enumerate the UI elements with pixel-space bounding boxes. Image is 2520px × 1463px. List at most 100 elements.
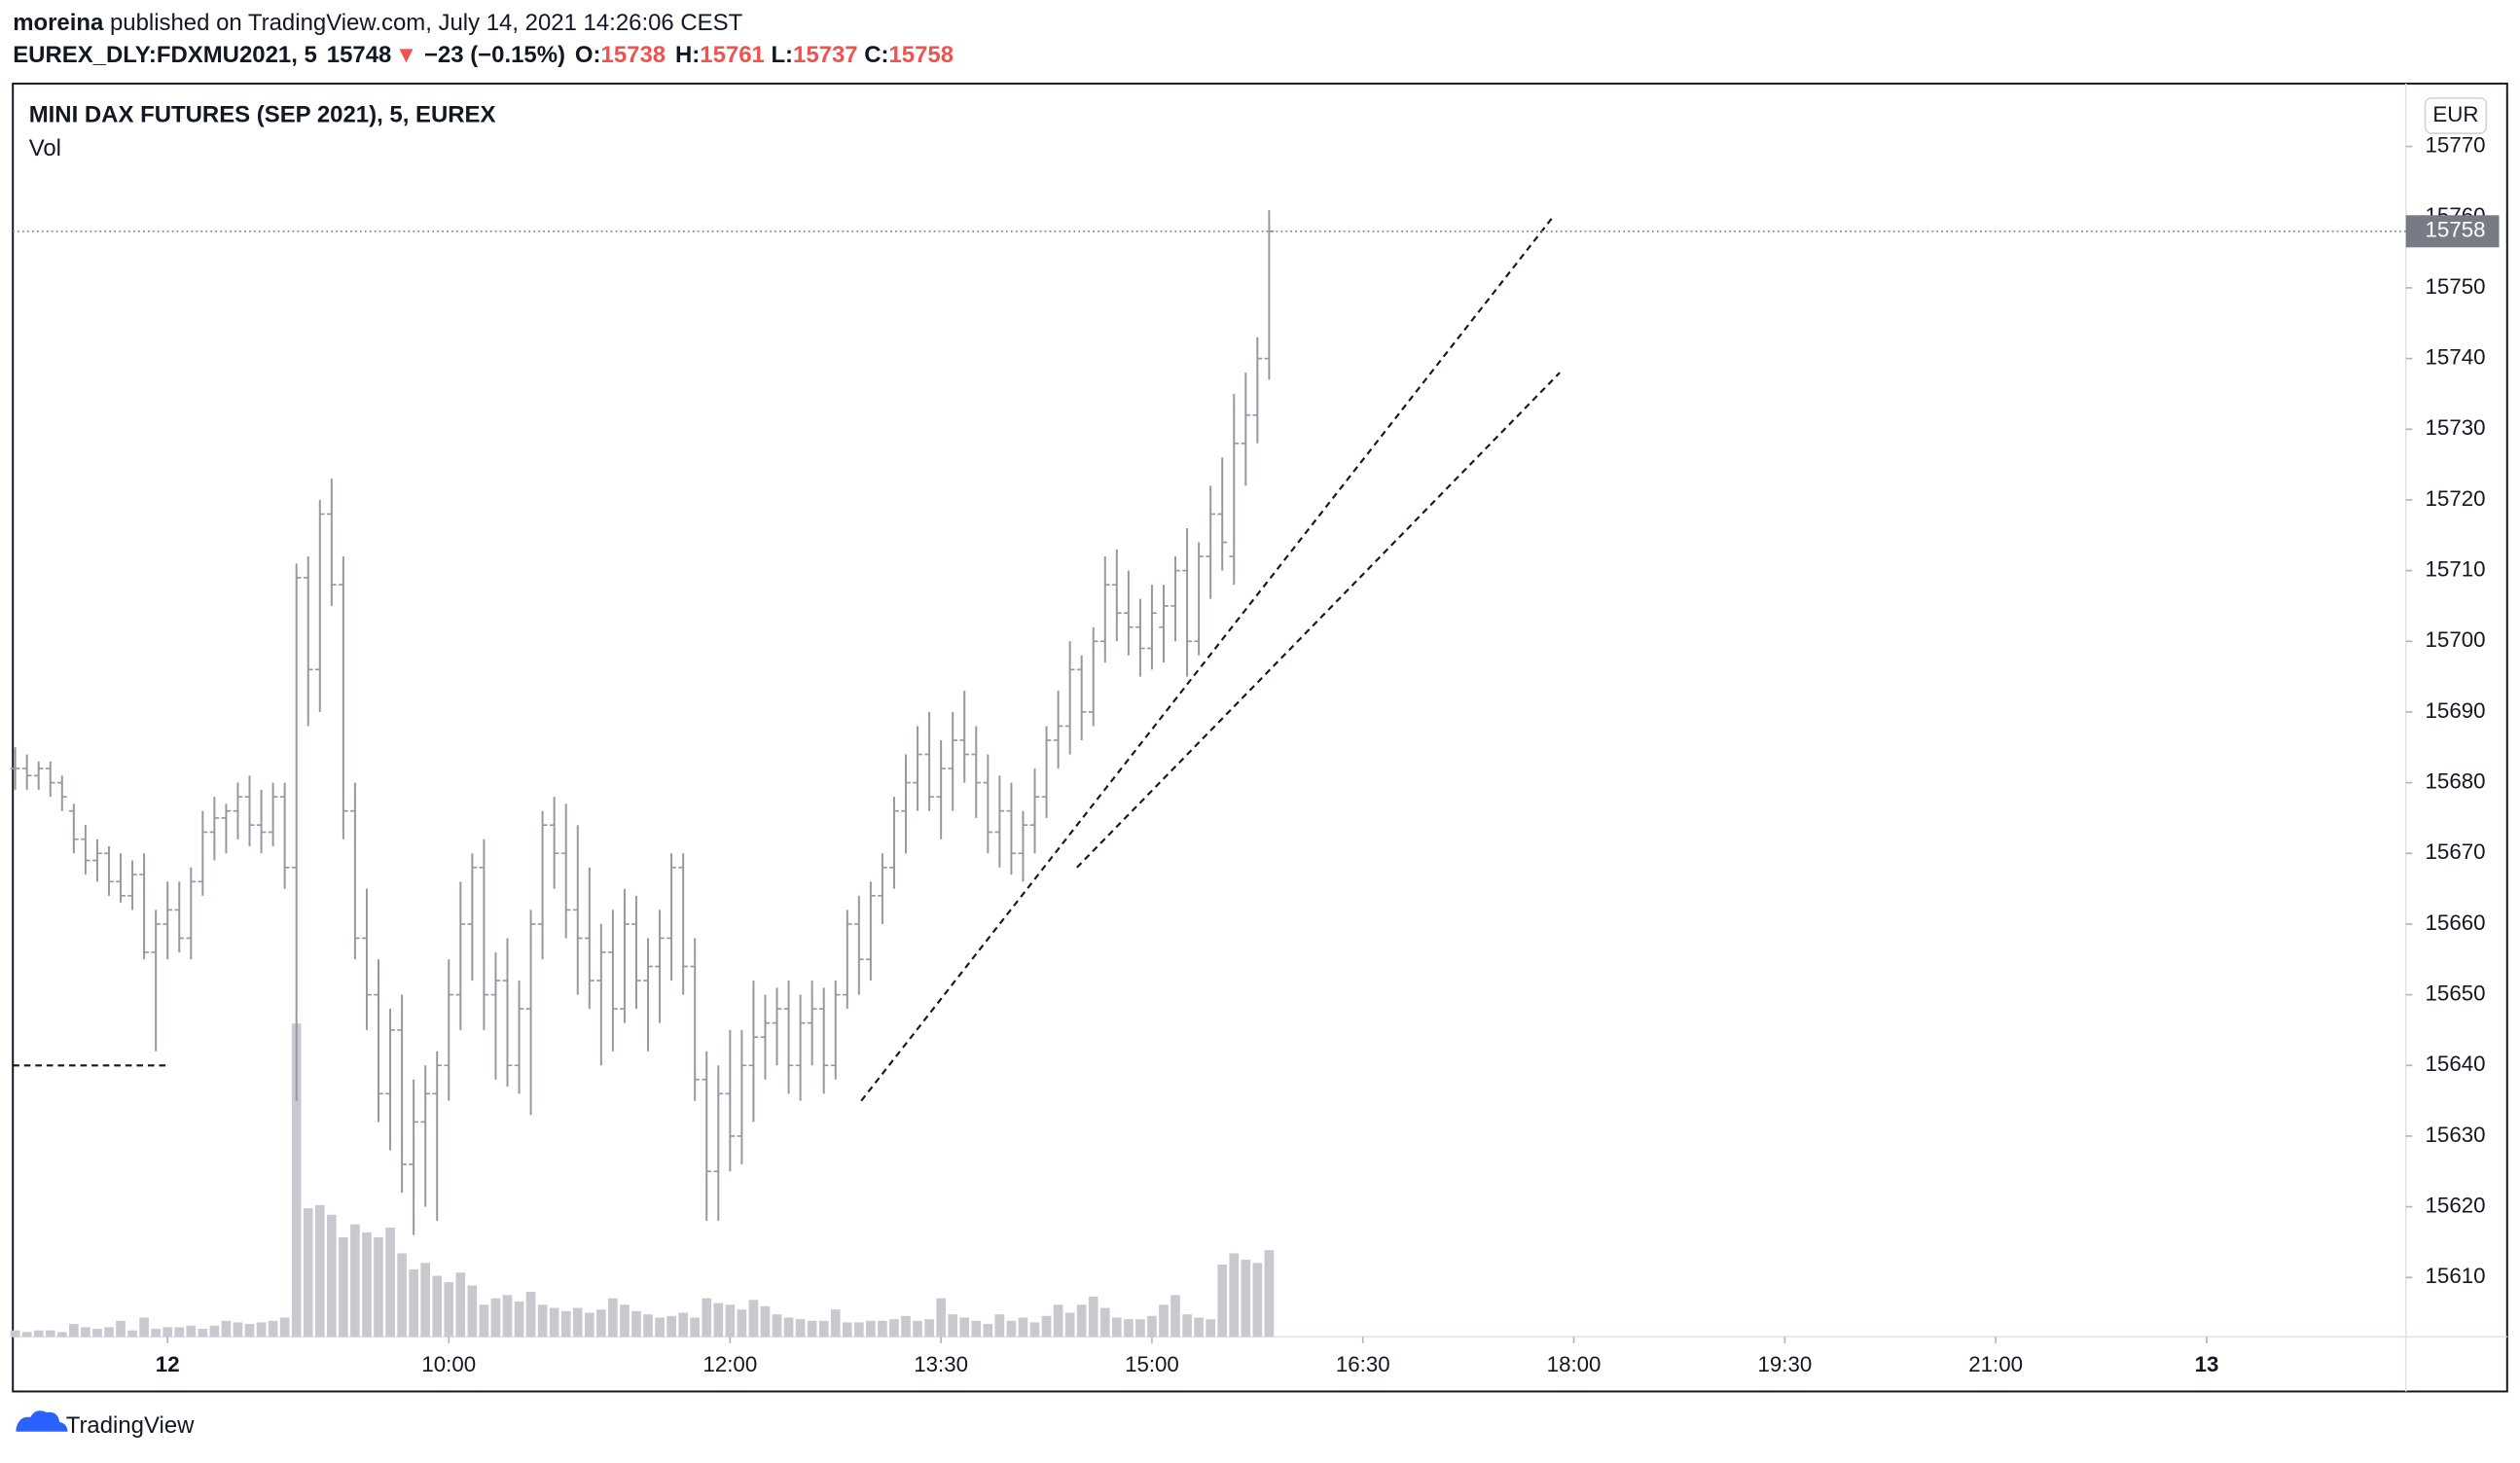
volume-bar [174,1327,185,1338]
low: 15737 [793,42,858,68]
volume-bar [702,1298,712,1338]
volume-bar [866,1320,876,1338]
x-tick-label: 12:00 [702,1352,757,1376]
volume-bar [631,1310,641,1338]
volume-bar [303,1208,313,1338]
volume-bar [127,1330,137,1338]
y-tick-label: 15730 [2426,415,2486,440]
x-tick-label: 15:00 [1125,1352,1179,1376]
volume-bar [502,1295,513,1338]
y-tick-label: 15650 [2426,981,2486,1005]
close: 15758 [888,42,954,68]
volume-bar [1170,1295,1180,1338]
high: 15761 [700,42,765,68]
y-tick-label: 15700 [2426,627,2486,652]
author: moreina [13,10,104,36]
volume-bar [10,1330,20,1338]
volume-bar [314,1204,325,1338]
published: published on TradingView.com, July 14, 2… [110,10,743,36]
symbol: EUREX_DLY:FDXMU2021, 5 [13,42,317,68]
y-tick-label: 15610 [2426,1264,2486,1288]
y-tick-label: 15690 [2426,698,2486,723]
y-tick-label: 15640 [2426,1052,2486,1076]
volume-bar [139,1317,149,1338]
volume-bar [279,1317,290,1338]
volume-bar [1206,1319,1215,1338]
volume-bar [350,1224,360,1338]
volume-bar [608,1298,618,1338]
volume-bar [525,1292,536,1338]
volume-bar [620,1304,630,1338]
volume-bar [198,1329,208,1338]
y-tick-label: 15750 [2426,274,2486,299]
x-tick-label: 16:30 [1336,1352,1390,1376]
volume-bar [807,1320,817,1338]
volume-bar [362,1231,372,1338]
volume-bar [878,1320,887,1338]
volume-bar [737,1309,747,1338]
volume-bar [233,1322,243,1338]
volume-bar [584,1312,594,1338]
volume-bar [748,1300,759,1338]
volume-bar [1264,1250,1275,1338]
volume-label: Vol [29,135,61,161]
currency: EUR [2432,102,2478,126]
volume-bar [889,1319,899,1338]
x-tick-label: 12 [156,1352,180,1376]
volume-bar [1088,1297,1098,1338]
volume-bar [572,1307,583,1338]
volume-bar [56,1332,67,1338]
c-label: C: [864,42,888,68]
volume-bar [455,1272,466,1338]
volume-bar [913,1320,922,1338]
volume-bar [1018,1317,1028,1338]
x-tick-label: 13 [2195,1352,2219,1376]
volume-bar [1135,1319,1145,1338]
last-price-box [2405,215,2500,248]
last-price-label: 15758 [2426,218,2486,242]
volume-bar [81,1327,90,1338]
volume-bar [760,1305,771,1338]
volume-bar [713,1302,724,1338]
volume-bar [1006,1320,1017,1338]
symbol-line: EUREX_DLY:FDXMU2021, 5 15748 ▼ −23 (−0.15%)… [13,42,954,68]
volume-bar [842,1322,852,1338]
volume-bar [994,1314,1005,1338]
volume-bar [924,1319,934,1338]
currency-box[interactable] [2424,96,2488,134]
volume-bar [162,1327,173,1338]
x-tick-label: 19:30 [1757,1352,1812,1376]
volume-bar [549,1307,559,1338]
volume-bar [514,1301,524,1338]
volume-bar [537,1304,548,1338]
volume-bar [1041,1315,1052,1338]
volume-bar [1147,1315,1157,1338]
volume-bar [1241,1260,1251,1338]
volume-bar [116,1320,126,1338]
volume-bar [397,1253,407,1338]
open: 15738 [601,42,666,68]
volume-bar [1053,1304,1063,1338]
brand: TradingView [66,1412,195,1439]
volume-bar [339,1236,348,1338]
volume-bar [830,1309,841,1338]
volume-bar [268,1320,278,1338]
volume-bar [560,1310,571,1338]
volume-bar [1182,1314,1192,1338]
volume-bar [1159,1304,1169,1338]
x-tick-label: 10:00 [421,1352,476,1376]
volume-bar [33,1330,44,1338]
y-tick-label: 15680 [2426,768,2486,793]
volume-bar [772,1314,782,1338]
volume-bar [45,1330,55,1338]
volume-bar [256,1322,267,1338]
volume-bar [678,1312,688,1338]
x-tick-label: 18:00 [1547,1352,1602,1376]
volume-bar [92,1329,102,1338]
y-tick-label: 15740 [2426,344,2486,369]
volume-bar [444,1282,454,1338]
volume-bar [1099,1307,1110,1338]
y-tick-label: 15620 [2426,1193,2486,1217]
volume-bar [1229,1253,1240,1338]
